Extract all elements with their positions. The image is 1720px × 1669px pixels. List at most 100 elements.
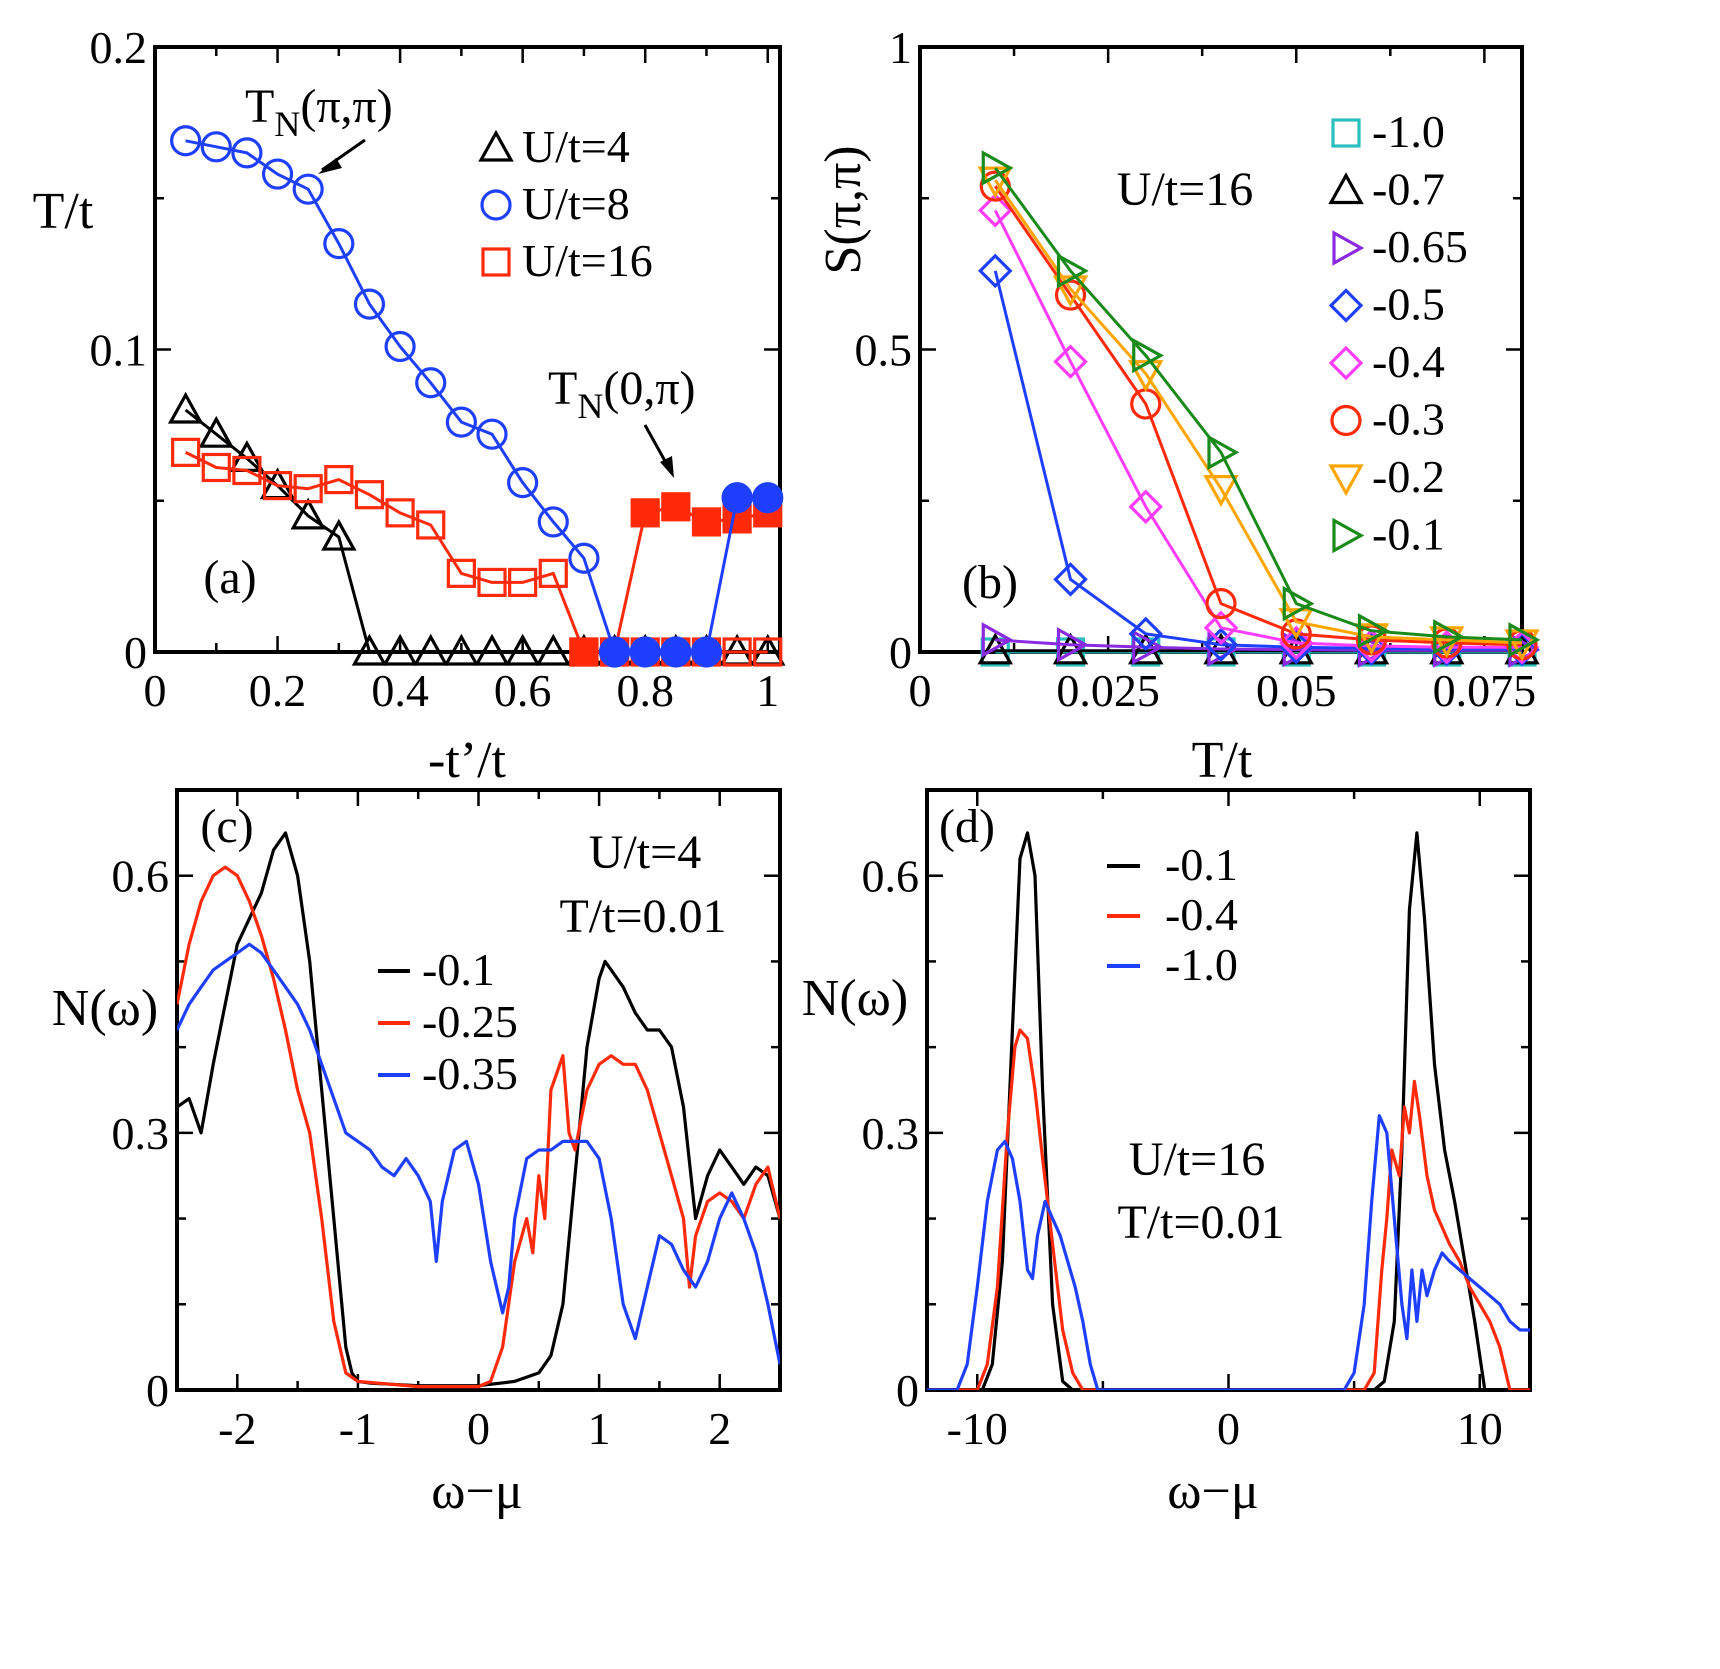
x-tick-label: -1 [339, 1403, 377, 1454]
data-point [690, 636, 723, 668]
data-point [508, 567, 538, 598]
legend-label: -0.1 [1165, 839, 1238, 890]
series-a-4 [598, 482, 784, 668]
x-axis-label: ω−μ [1167, 1463, 1258, 1520]
data-point [474, 633, 510, 666]
y-tick-label: 0.3 [862, 1108, 920, 1159]
data-point [629, 636, 661, 668]
y-tick-label: 0.1 [90, 325, 148, 376]
data-point [1056, 253, 1089, 289]
x-axis-label: T/t [1192, 732, 1253, 789]
annotation-tn-pipi: TN(π,π) [245, 80, 393, 144]
legend-marker [1330, 404, 1362, 437]
y-tick-label: 0.3 [112, 1108, 170, 1159]
data-point [231, 137, 263, 169]
legend-marker [1331, 118, 1361, 148]
data-point [323, 228, 355, 260]
ann-sub: N [274, 104, 300, 144]
ann-base: T [548, 362, 577, 415]
series-line-c-0 [177, 831, 780, 1388]
legend-label: U/t=8 [522, 178, 630, 229]
data-point [1132, 629, 1165, 665]
panel-c: -2 -1 0 1 2 0 0.3 0.6 -0.1-0.25-0.35 U/t=4 T/t=0.0… [52, 788, 782, 1520]
series-group-d [927, 831, 1530, 1390]
series-line-d-0 [927, 831, 1530, 1390]
legend-label: -0.5 [1372, 279, 1445, 330]
y-tick-label: 0.5 [855, 325, 913, 376]
y-tick-label: 0.6 [112, 851, 170, 902]
x-tick-label: 0 [467, 1403, 490, 1454]
data-point [1052, 275, 1089, 308]
legend-label: -0.2 [1372, 451, 1445, 502]
ann-rest: (π,π) [300, 80, 392, 133]
data-point [568, 542, 600, 574]
data-point [504, 633, 541, 666]
x-tick-label: 0.4 [371, 665, 429, 716]
data-point [722, 637, 752, 667]
legend-label: -0.65 [1372, 221, 1468, 272]
panel-label: (c) [200, 800, 253, 853]
legend-marker [1328, 288, 1364, 323]
data-point [1128, 360, 1164, 392]
legend-marker [1328, 172, 1364, 205]
data-point [167, 391, 204, 424]
legend-b: -1.0 -0.7 -0.65 -0.5 -0.4 -0.3 -0.2 -0.1 [1328, 106, 1468, 560]
data-point [1128, 632, 1164, 665]
arrow-head [660, 456, 674, 478]
annotation-u16: U/t=16 [1117, 163, 1253, 216]
data-point [232, 455, 262, 486]
x-tick-label: 10 [1457, 1403, 1503, 1454]
x-axis-label: -t’/t [428, 732, 507, 789]
y-tick-label: 0.2 [90, 22, 148, 73]
x-tick-label: 0.2 [249, 665, 307, 716]
data-point [569, 637, 599, 667]
y-tick-label: 0 [146, 1365, 169, 1416]
data-point [1132, 337, 1165, 374]
data-point [1203, 627, 1239, 663]
series-line [184, 451, 768, 654]
data-point [200, 131, 232, 163]
y-tick-label: 0 [889, 627, 912, 678]
data-point [1357, 613, 1390, 649]
annotation-line-2: T/t=0.01 [1117, 1196, 1284, 1249]
legend-marker [478, 129, 514, 162]
data-point [353, 288, 386, 320]
x-tick-label: 0 [1217, 1403, 1240, 1454]
data-point [753, 637, 783, 667]
annotation-tn-0pi: TN(0,π) [548, 362, 696, 426]
data-point [981, 150, 1014, 186]
y-tick-label: 0.6 [862, 851, 920, 902]
legend-d: -0.1-0.4-1.0 [1107, 839, 1238, 990]
legend-marker [1332, 230, 1365, 266]
series-line [185, 139, 617, 653]
data-point [977, 193, 1013, 228]
data-point [1282, 585, 1315, 622]
data-point [535, 633, 572, 666]
y-tick-label: 0 [124, 627, 147, 678]
y-tick-label: 1 [889, 22, 912, 73]
x-tick-label: 0.6 [494, 665, 552, 716]
data-point [385, 498, 415, 528]
ann-sub: N [577, 386, 603, 426]
panel-label: (d) [939, 800, 995, 853]
data-point [977, 253, 1013, 289]
legend-label: -0.1 [422, 944, 495, 995]
data-point [721, 482, 753, 514]
data-point [354, 480, 385, 510]
series-a-3 [569, 492, 783, 667]
data-point [661, 492, 691, 522]
x-tick-label: 0.8 [616, 665, 674, 716]
data-point [1508, 622, 1541, 658]
data-point [691, 507, 722, 537]
data-point [507, 467, 539, 499]
x-tick-label: 2 [708, 1403, 731, 1454]
data-point [1128, 489, 1164, 525]
data-point [1054, 279, 1087, 311]
data-point [537, 506, 569, 538]
series-b-3 [977, 253, 1540, 667]
ann-rest: (0,π) [603, 362, 695, 415]
data-point [598, 636, 631, 668]
legend-label: -0.7 [1372, 164, 1445, 215]
y-axis-label: N(ω) [52, 980, 158, 1037]
series-line-d-1 [927, 1028, 1530, 1390]
